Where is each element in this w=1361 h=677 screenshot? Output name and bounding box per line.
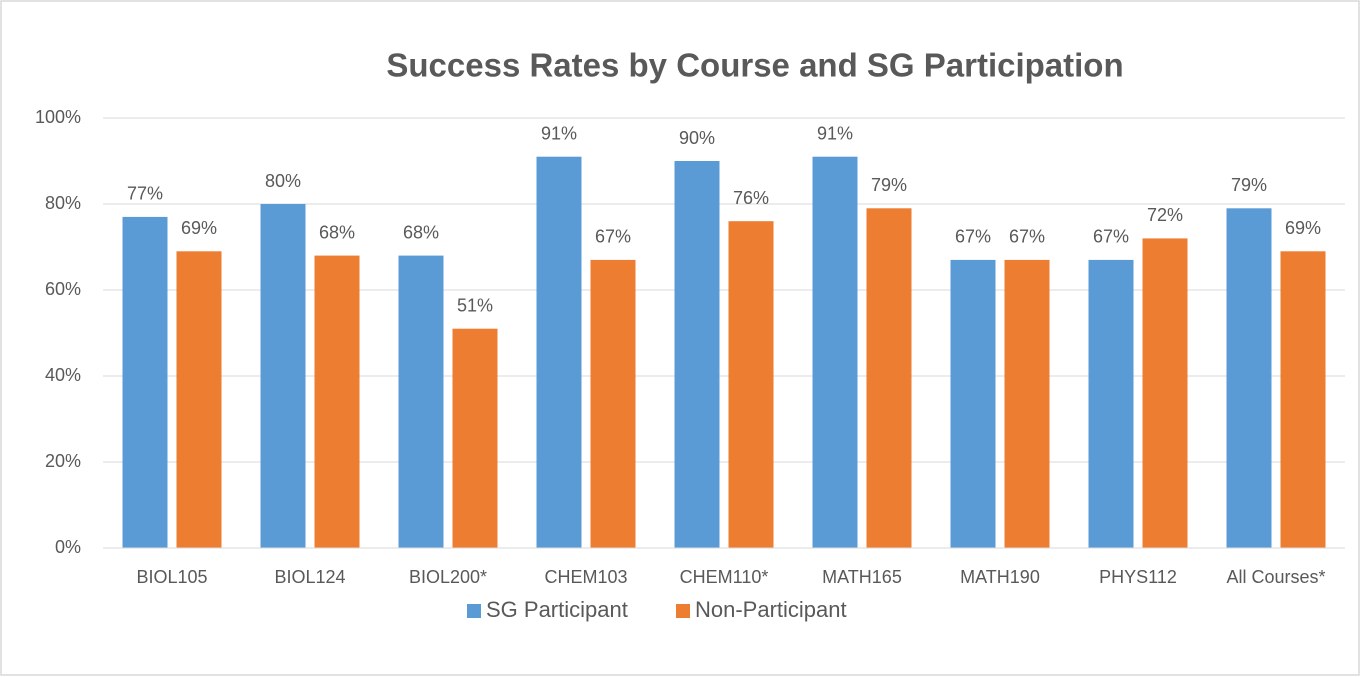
data-label: 76% <box>733 188 769 208</box>
bar <box>452 328 498 548</box>
y-tick-label: 60% <box>45 279 81 299</box>
bar <box>590 259 636 548</box>
bar <box>260 204 306 548</box>
data-label: 91% <box>541 123 577 143</box>
x-tick-label: BIOL124 <box>274 567 345 587</box>
data-label: 79% <box>871 175 907 195</box>
bar <box>1004 259 1050 548</box>
y-tick-label: 100% <box>35 107 81 127</box>
legend-label: SG Participant <box>486 597 628 622</box>
legend-swatch <box>676 604 690 618</box>
y-tick-label: 80% <box>45 193 81 213</box>
data-label: 77% <box>127 184 163 204</box>
data-label: 69% <box>1285 218 1321 238</box>
data-label: 67% <box>1093 227 1129 247</box>
legend-swatch <box>467 604 481 618</box>
x-tick-label: BIOL200* <box>409 567 487 587</box>
y-tick-label: 20% <box>45 451 81 471</box>
legend-label: Non-Participant <box>695 597 847 622</box>
data-label: 91% <box>817 123 853 143</box>
bar <box>1088 259 1134 548</box>
data-label: 68% <box>319 222 355 242</box>
y-tick-label: 0% <box>55 537 81 557</box>
x-tick-label: MATH190 <box>960 567 1040 587</box>
data-label: 72% <box>1147 205 1183 225</box>
bar <box>1280 251 1326 549</box>
bar <box>1226 208 1272 549</box>
data-label: 68% <box>403 222 439 242</box>
data-label: 67% <box>1009 227 1045 247</box>
bar <box>728 221 774 548</box>
bar <box>314 255 360 548</box>
data-label: 67% <box>595 227 631 247</box>
bar <box>674 161 720 548</box>
data-label: 69% <box>181 218 217 238</box>
x-tick-label: BIOL105 <box>136 567 207 587</box>
chart-title: Success Rates by Course and SG Participa… <box>386 47 1123 84</box>
bar <box>1142 238 1188 548</box>
x-tick-label: CHEM103 <box>544 567 627 587</box>
data-label: 79% <box>1231 175 1267 195</box>
data-label: 51% <box>457 295 493 315</box>
bar <box>176 251 222 549</box>
x-tick-label: PHYS112 <box>1099 567 1177 587</box>
bar <box>536 156 582 548</box>
x-tick-label: CHEM110* <box>680 567 769 587</box>
bar <box>812 156 858 548</box>
data-label: 67% <box>955 227 991 247</box>
bar <box>950 259 996 548</box>
bar <box>398 255 444 548</box>
x-tick-label: MATH165 <box>822 567 902 587</box>
data-label: 80% <box>265 171 301 191</box>
data-label: 90% <box>679 128 715 148</box>
bar <box>866 208 912 549</box>
y-tick-label: 40% <box>45 365 81 385</box>
bar <box>122 216 168 548</box>
x-tick-label: All Courses* <box>1226 567 1325 587</box>
